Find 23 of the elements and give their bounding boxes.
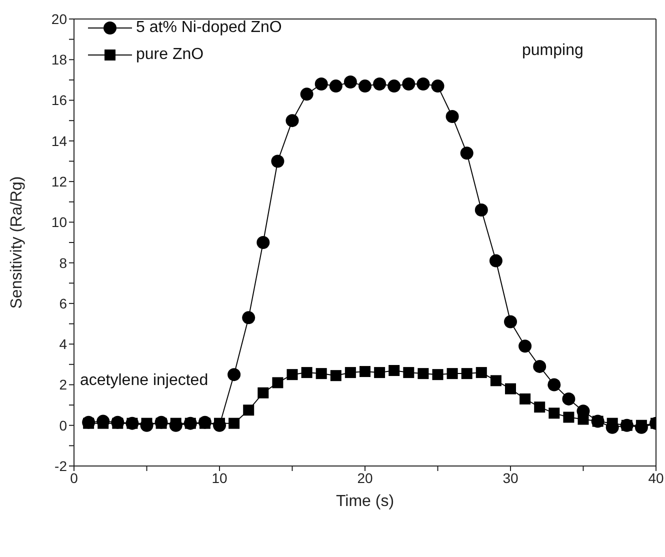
y-tick-label: 20 bbox=[51, 10, 68, 27]
x-tick-label: 0 bbox=[70, 470, 78, 486]
x-tick-label: 10 bbox=[212, 470, 228, 486]
y-tick-label: 2 bbox=[59, 376, 68, 393]
legend-label: pure ZnO bbox=[136, 46, 204, 64]
legend-label: 5 at% Ni-doped ZnO bbox=[136, 18, 282, 36]
y-tick-label: 6 bbox=[59, 295, 68, 312]
annotation: pumping bbox=[520, 42, 586, 60]
y-tick-label: 14 bbox=[51, 132, 68, 149]
y-tick-label: 18 bbox=[51, 52, 68, 68]
x-axis-title: Time (s) bbox=[336, 493, 394, 510]
x-tick-label: 20 bbox=[357, 470, 373, 486]
y-axis-title: Sensitivity (Ra/Rg) bbox=[8, 176, 26, 309]
y-tick-label: 10 bbox=[51, 214, 68, 230]
annotation: acetylene injected bbox=[78, 372, 210, 390]
x-tick-label: 30 bbox=[502, 470, 518, 486]
y-tick-label: 12 bbox=[51, 174, 68, 190]
y-tick-label: 8 bbox=[59, 254, 68, 271]
y-tick-label: 0 bbox=[59, 417, 68, 434]
y-tick-label: -2 bbox=[54, 458, 68, 474]
y-tick-label: 16 bbox=[51, 92, 68, 108]
x-tick-label: 40 bbox=[648, 470, 664, 486]
y-tick-label: 4 bbox=[59, 336, 68, 352]
